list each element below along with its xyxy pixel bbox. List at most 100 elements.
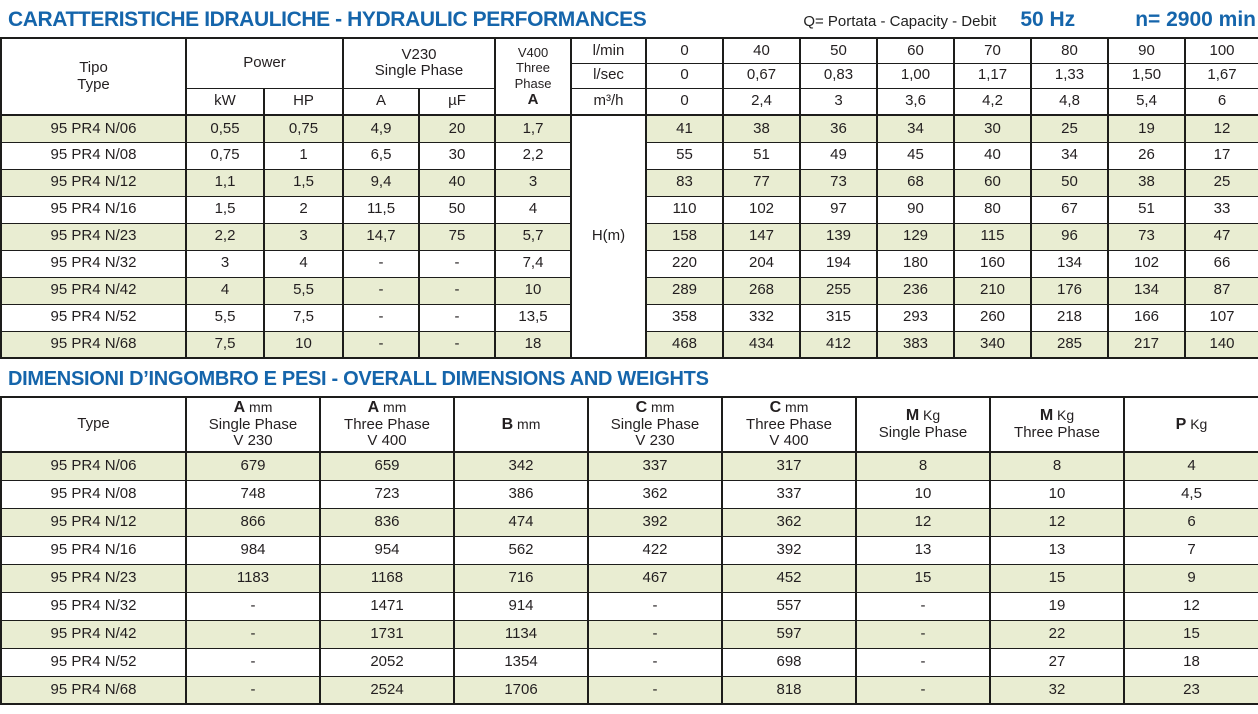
flow-value-cell: 6 (1184, 87, 1258, 116)
header-tipo-label: Tipo (79, 59, 108, 76)
flow-value-cell: 0 (645, 37, 724, 64)
dim-letter: B (501, 415, 514, 433)
head-value-cell: 25 (1184, 168, 1258, 197)
data-cell: 7,5 (185, 330, 265, 359)
data-cell: - (342, 249, 420, 278)
head-value-cell: 17 (1184, 141, 1258, 170)
head-value-cell: 139 (799, 222, 878, 251)
head-value-cell: 26 (1107, 141, 1186, 170)
data-cell: 5,7 (494, 222, 572, 251)
dim-header-line: V 400 (769, 432, 809, 450)
flow-value-cell: 0,83 (799, 62, 878, 89)
unit-m3h: m³/h (570, 87, 647, 116)
data-cell: 12 (1123, 591, 1258, 621)
data-cell: 18 (494, 330, 572, 359)
pump-type-cell: 95 PR4 N/23 (0, 222, 187, 251)
flow-value-cell: 1,00 (876, 62, 955, 89)
dim-unit: mm (513, 415, 541, 432)
head-value-cell: 255 (799, 276, 878, 305)
flow-value-cell: 60 (876, 37, 955, 64)
data-cell: 723 (319, 479, 455, 509)
data-cell: 818 (721, 675, 857, 705)
head-value-cell: 50 (1030, 168, 1109, 197)
data-cell: 2524 (319, 675, 455, 705)
data-cell: 4 (185, 276, 265, 305)
data-cell: 30 (418, 141, 496, 170)
data-cell: - (855, 591, 991, 621)
data-cell: 27 (989, 647, 1125, 677)
dim-header-line: Single Phase (610, 415, 700, 433)
head-value-cell: 166 (1107, 303, 1186, 332)
unit-lmin: l/min (570, 37, 647, 64)
pump-type-cell: 95 PR4 N/08 (0, 141, 187, 170)
head-value-cell: 129 (876, 222, 955, 251)
head-value-cell: 158 (645, 222, 724, 251)
pump-type-cell: 95 PR4 N/32 (0, 249, 187, 278)
header-power: Power (185, 37, 344, 89)
head-value-cell: 160 (953, 249, 1032, 278)
dim-header-cell: C mm Single Phase V 230 (587, 396, 723, 453)
dim-unit: mm (245, 399, 273, 416)
head-value-cell: 140 (1184, 330, 1258, 359)
data-cell: 386 (453, 479, 589, 509)
frequency-label: 50 Hz (1020, 8, 1076, 31)
table-row: 95 PR4 N/42-1731 1134-597-22 15 (0, 619, 1258, 649)
unit-lsec: l/sec (570, 62, 647, 89)
head-value-cell: 102 (1107, 249, 1186, 278)
table-row: 95 PR4 N/32-1471 914-557-19 12 (0, 591, 1258, 621)
head-value-cell: 147 (722, 222, 801, 251)
pump-type-cell: 95 PR4 N/06 (0, 451, 187, 481)
single-phase-label: Single Phase (374, 62, 464, 80)
flow-value-cell: 2,4 (722, 87, 801, 116)
data-cell: 3 (263, 222, 344, 251)
dim-letter: P (1175, 415, 1187, 433)
pump-type-cell: 95 PR4 N/42 (0, 276, 187, 305)
head-value-cell: 49 (799, 141, 878, 170)
data-cell: 7 (1123, 535, 1258, 565)
data-cell: 9 (1123, 563, 1258, 593)
dim-header-line: C mm (590, 399, 720, 417)
header-v230-single-phase: V230 Single Phase (342, 37, 496, 89)
data-cell: 1,1 (185, 168, 265, 197)
data-cell: 4 (263, 249, 344, 278)
data-cell: - (185, 619, 321, 649)
head-value-cell: 110 (645, 195, 724, 224)
head-value-cell: 38 (722, 114, 801, 143)
dim-header-line: M Kg (858, 407, 988, 425)
head-value-cell: 33 (1184, 195, 1258, 224)
v400-label: V400 (517, 44, 549, 60)
dim-header-cell: M Kg Three Phase (989, 396, 1125, 453)
head-value-cell: 55 (645, 141, 724, 170)
pump-type-cell: 95 PR4 N/68 (0, 330, 187, 359)
data-cell: 7,4 (494, 249, 572, 278)
pump-type-cell: 95 PR4 N/12 (0, 168, 187, 197)
flow-value-cell: 1,17 (953, 62, 1032, 89)
pump-type-cell: 95 PR4 N/52 (0, 647, 187, 677)
dim-letter: C (635, 399, 648, 417)
head-value-cell: 204 (722, 249, 801, 278)
data-cell: 836 (319, 507, 455, 537)
head-value-cell: 30 (953, 114, 1032, 143)
data-cell: - (855, 619, 991, 649)
head-value-cell: 180 (876, 249, 955, 278)
flow-value-cell: 3,6 (876, 87, 955, 116)
head-value-cell: 268 (722, 276, 801, 305)
data-cell: 1731 (319, 619, 455, 649)
data-cell: 452 (721, 563, 857, 593)
dim-header-line: Three Phase (746, 415, 832, 433)
table-row: 95 PR4 N/23 1183 1168 716 467 452 15 15 9 (0, 563, 1258, 593)
flow-value-cell: 70 (953, 37, 1032, 64)
dimensions-title: DIMENSIONI D’INGOMBRO E PESI - OVERALL D… (8, 368, 709, 390)
flow-value-cell: 1,50 (1107, 62, 1186, 89)
data-cell: 14,7 (342, 222, 420, 251)
dim-header-cell: P Kg (1123, 396, 1258, 453)
head-meters-cell: H(m) (570, 114, 647, 359)
data-cell: 748 (185, 479, 321, 509)
dim-header-line: Three Phase (344, 415, 430, 433)
data-cell: 3 (494, 168, 572, 197)
head-value-cell: 220 (645, 249, 724, 278)
head-value-cell: 45 (876, 141, 955, 170)
head-value-cell: 47 (1184, 222, 1258, 251)
data-cell: - (418, 303, 496, 332)
header-bar: CARATTERISTICHE IDRAULICHE - HYDRAULIC P… (0, 0, 1258, 37)
